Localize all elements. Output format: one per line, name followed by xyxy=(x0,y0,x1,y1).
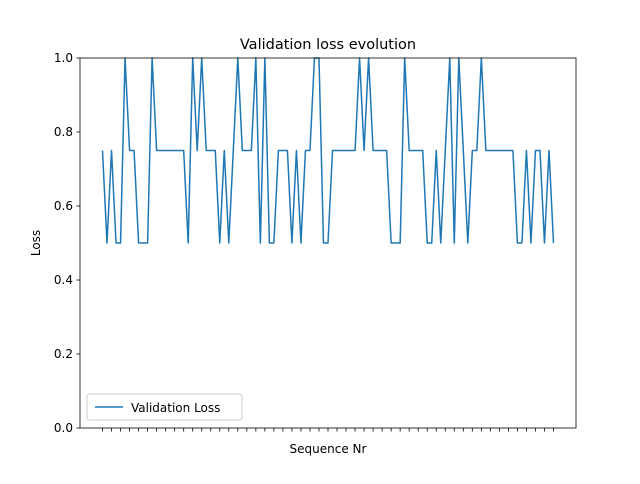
chart-title: Validation loss evolution xyxy=(240,37,416,53)
y-axis-ticks: 0.0 0.2 0.4 0.6 0.8 1.0 xyxy=(54,51,80,435)
legend-box xyxy=(86,393,243,421)
y-tick-label: 0.2 xyxy=(54,347,73,361)
x-axis-ticks xyxy=(102,428,554,432)
y-tick-label: 0.4 xyxy=(54,273,73,287)
y-tick-label: 0.0 xyxy=(54,421,73,435)
plot-frame xyxy=(79,57,577,429)
y-tick-label: 0.6 xyxy=(54,199,73,213)
x-axis-label: Sequence Nr xyxy=(290,442,367,456)
y-tick-label: 0.8 xyxy=(54,125,73,139)
validation-loss-line xyxy=(101,57,555,244)
legend-label: Validation Loss xyxy=(131,401,220,415)
y-axis-label: Loss xyxy=(29,230,43,256)
legend: Validation Loss xyxy=(86,393,243,421)
y-tick-label: 1.0 xyxy=(54,51,73,65)
